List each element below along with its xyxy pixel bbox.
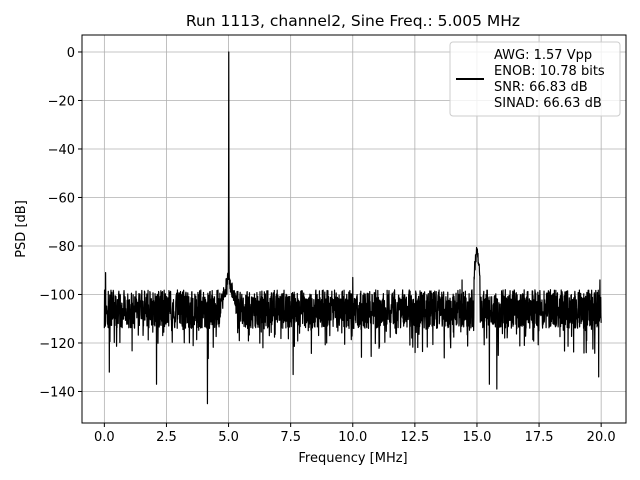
- legend-box: [449, 41, 621, 117]
- x-tick-label: 0.0: [94, 430, 115, 445]
- y-tick-label: −20: [48, 94, 75, 109]
- legend-entry-sinad: SINAD: 66.63 dB: [494, 96, 602, 111]
- plot-area: [103, 51, 602, 405]
- grid-lines: [82, 35, 626, 423]
- x-tick-label: 12.5: [400, 430, 429, 445]
- y-tick-label: −40: [48, 143, 75, 158]
- y-tick-label: −140: [39, 385, 75, 400]
- x-tick-label: 7.5: [280, 430, 301, 445]
- x-tick-label: 15.0: [462, 430, 491, 445]
- x-axis-label: Frequency [MHz]: [298, 451, 407, 466]
- x-tick-label: 2.5: [156, 430, 177, 445]
- psd-series-line: [103, 51, 602, 405]
- y-tick-label: −120: [39, 337, 75, 352]
- x-tick-label: 10.0: [338, 430, 367, 445]
- y-tick-label: 0: [67, 46, 75, 61]
- y-tick-label: −60: [48, 191, 75, 206]
- legend: AWG: 1.57 Vpp ENOB: 10.78 bits SNR: 66.8…: [449, 41, 621, 117]
- chart-title: Run 1113, channel2, Sine Freq.: 5.005 MH…: [186, 12, 520, 30]
- y-tick-label: −100: [39, 288, 75, 303]
- y-axis-label: PSD [dB]: [14, 200, 29, 258]
- y-tick-label: −80: [48, 240, 75, 255]
- y-axis: 0 −20 −40 −60 −80 −100 −120 −140: [39, 46, 82, 400]
- plot-frame: [81, 34, 627, 424]
- x-tick-label: 17.5: [525, 430, 554, 445]
- x-tick-label: 5.0: [218, 430, 239, 445]
- x-axis: 0.0 2.5 5.0 7.5 10.0 12.5 15.0 17.5 20.0: [94, 423, 616, 445]
- legend-entry-awg: AWG: 1.57 Vpp: [494, 48, 592, 63]
- legend-entry-enob: ENOB: 10.78 bits: [494, 64, 605, 79]
- legend-entry-snr: SNR: 66.83 dB: [494, 80, 588, 95]
- x-tick-label: 20.0: [587, 430, 616, 445]
